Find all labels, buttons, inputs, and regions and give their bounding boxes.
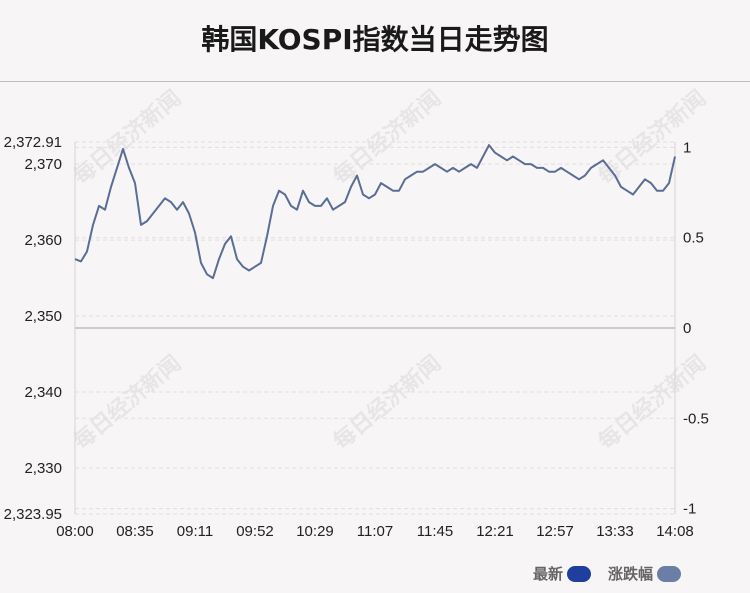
y-right-tick-label: 0.5 <box>683 230 704 247</box>
legend-swatch <box>657 565 682 582</box>
x-tick-label: 12:57 <box>536 523 574 540</box>
series-group <box>74 144 676 280</box>
y-right-tick-label: -1 <box>683 501 696 518</box>
x-tick-label: 10:29 <box>296 523 334 540</box>
legend-item-latest[interactable]: 最新 <box>533 563 592 584</box>
legend-label: 涨跌幅 <box>608 565 654 583</box>
y-left-tick-labels: 2,323.95 2,330 2,340 2,350 2,360 2,370 2,372.9… <box>4 134 62 523</box>
x-tick-label: 09:11 <box>177 523 213 540</box>
y-right-tick-label: 0 <box>683 320 691 337</box>
legend-swatch <box>567 565 592 582</box>
legend-label: 最新 <box>533 565 564 583</box>
y-left-tick-label: 2,323.95 <box>4 506 62 523</box>
y-left-tick-label: 2,330 <box>24 460 62 477</box>
y-left-tick-label: 2,370 <box>24 156 62 173</box>
y-right-tick-label: 1 <box>683 139 691 156</box>
x-tick-label: 12:21 <box>476 523 514 540</box>
x-tick-label: 11:45 <box>417 523 453 540</box>
y-left-tick-label: 2,360 <box>24 232 62 249</box>
x-tick-label: 14:08 <box>656 523 694 540</box>
x-tick-label: 13:33 <box>596 523 634 540</box>
legend-item-change[interactable]: 涨跌幅 <box>608 563 682 584</box>
x-tick-label: 08:35 <box>116 523 154 540</box>
chart-title: 韩国KOSPI指数当日走势图 <box>201 23 549 56</box>
y-left-tick-label: 2,372.91 <box>4 134 62 151</box>
y-left-tick-label: 2,350 <box>24 308 62 325</box>
y-right-tick-label: -0.5 <box>683 410 709 427</box>
axes <box>74 142 676 514</box>
y-left-tick-label: 2,340 <box>24 384 62 401</box>
x-tick-label: 08:00 <box>56 523 94 540</box>
title-divider <box>0 81 750 82</box>
y-right-tick-labels: -1 -0.5 0 0.5 1 <box>683 139 709 517</box>
gridlines <box>75 141 675 515</box>
x-tick-label: 11:07 <box>357 523 393 540</box>
x-tick-labels: 08:00 08:35 09:11 09:52 10:29 11:07 11:45 12:21… <box>56 523 694 540</box>
x-tick-label: 09:52 <box>236 523 274 540</box>
series-line-latest <box>74 144 676 280</box>
